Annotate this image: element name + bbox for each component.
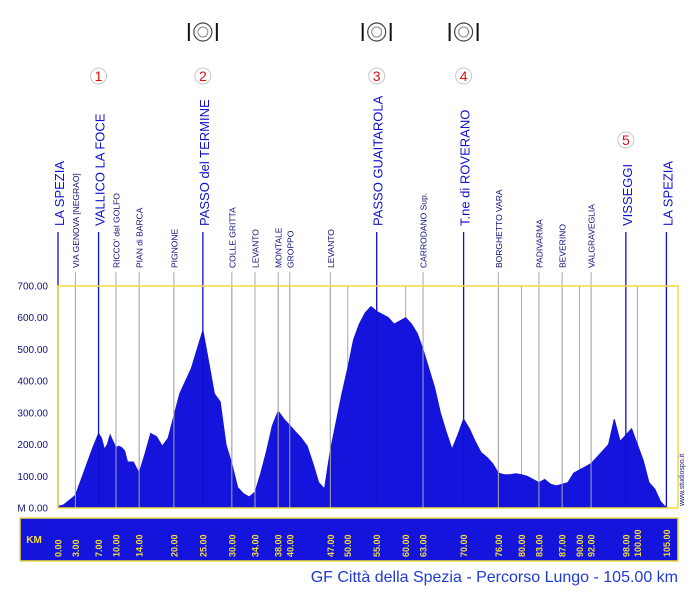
x-tick-label: 100.00 [633,529,643,557]
x-tick-label: 98.00 [621,534,631,557]
stage-marker-number: 5 [622,132,630,148]
stage-marker-number: 4 [460,68,468,84]
location-label: T.ne di ROVERANO [458,110,473,226]
stage-marker-number: 2 [199,68,207,84]
location-label: LEVANTO [326,229,336,268]
location-label: PIAN di BARCA [135,207,145,268]
y-tick-label: 500.00 [17,345,48,356]
stage-marker-circle [90,67,108,85]
stage-marker-circle [368,67,386,85]
x-tick-label: 105.00 [662,529,672,557]
stage-marker-number: 1 [95,68,103,84]
x-tick-label: 70.00 [459,534,469,557]
location-label: VIA GENOVA [NEGRAO] [71,173,81,268]
x-tick-label: 92.00 [587,534,597,557]
location-label: RICCO' del GOLFO [111,193,121,268]
plot-frame [57,285,679,509]
x-tick-label: 30.00 [227,534,237,557]
location-label: BEVERINO [558,224,568,268]
location-label: PADIVARMA [534,219,544,268]
y-tick-label: 700.00 [17,282,48,293]
location-label: VALGRAVEGLIA [587,204,597,268]
fork-plate-knife-icon [361,22,392,42]
y-tick-label: 100.00 [17,472,48,483]
fork-plate-knife-icon [187,22,218,42]
location-label: PASSO GUAITAROLA [371,95,386,226]
stage-marker-circle [194,67,212,85]
x-tick-label: 7.00 [94,539,104,557]
x-tick-label: 10.00 [111,534,121,557]
location-label: LEVANTO [251,229,261,268]
x-tick-label: 90.00 [575,534,585,557]
stage-marker-circle [455,67,473,85]
y-tick-label: 600.00 [17,313,48,324]
x-tick-label: 63.00 [419,534,429,557]
location-label: GROPPO [285,230,295,268]
x-tick-label: 50.00 [343,534,353,557]
stage-marker-number: 3 [373,68,381,84]
location-label: BORGHETTO VARA [494,189,504,268]
x-tick-label: 80.00 [517,534,527,557]
x-tick-label: 60.00 [401,534,411,557]
y-tick-label: 200.00 [17,440,48,451]
y-tick-label: 400.00 [17,377,48,388]
x-axis-band [19,517,679,562]
x-tick-label: 40.00 [285,534,295,557]
x-axis-label: KM [26,535,42,546]
chart-title: GF Città della Spezia - Percorso Lungo -… [311,569,678,586]
x-tick-label: 55.00 [372,534,382,557]
location-label: LA SPEZIA [660,161,675,226]
x-tick-label: 83.00 [534,534,544,557]
x-tick-label: 25.00 [198,534,208,557]
x-tick-label: 87.00 [558,534,568,557]
x-tick-label: 76.00 [494,534,504,557]
location-label: MONTALE [274,227,284,268]
x-tick-label: 14.00 [135,534,145,557]
x-tick-label: 47.00 [326,534,336,557]
watermark-text: www.studiospo.it [679,454,686,507]
location-label: PIGNONE [169,228,179,268]
x-tick-label: 3.00 [71,539,81,557]
y-tick-label: M 0.00 [17,504,48,515]
x-tick-label: 20.00 [169,534,179,557]
fork-plate-knife-icon [448,22,479,42]
location-label: CARRODANO Sup. [419,193,429,268]
x-tick-label: 0.00 [54,539,64,557]
y-tick-label: 300.00 [17,408,48,419]
elevation-area [57,305,667,509]
location-label: VISSEGGI [620,164,635,226]
x-tick-label: 34.00 [251,534,261,557]
location-label: VALLICO LA FOCE [93,113,108,226]
location-label: COLLE GRITTA [227,207,237,268]
location-label: LA SPEZIA [52,161,67,226]
stage-marker-circle [617,131,635,149]
x-tick-label: 38.00 [274,534,284,557]
location-label: PASSO del TERMINE [197,99,212,226]
